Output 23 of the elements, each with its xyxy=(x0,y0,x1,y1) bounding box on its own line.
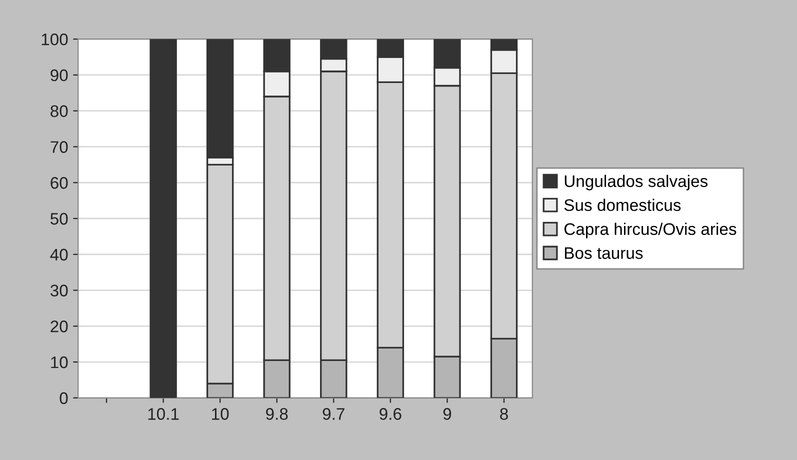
y-tick-label: 30 xyxy=(50,284,68,296)
y-tick-label: 0 xyxy=(60,392,68,404)
x-tick-label: 10 xyxy=(212,408,229,420)
y-tick-label: 40 xyxy=(50,248,68,261)
legend-label: Sus domesticus xyxy=(564,198,681,212)
x-tick-label: 9 xyxy=(443,408,452,420)
x-tick-label: 10.1 xyxy=(148,408,179,420)
x-tick-label: 9.6 xyxy=(380,408,402,420)
y-tick-label: 70 xyxy=(50,141,68,153)
y-tick-label: 10 xyxy=(51,356,68,368)
legend-label: Ungulados salvajes xyxy=(564,174,708,190)
y-tick-label: 50 xyxy=(50,212,68,225)
y-tick-label: 80 xyxy=(50,105,68,118)
legend-label: Bos taurus xyxy=(564,247,643,259)
y-tick-label: 90 xyxy=(50,69,68,82)
x-tick-label: 9.7 xyxy=(322,408,344,420)
y-tick-label: 60 xyxy=(50,177,68,189)
y-tick-label: 20 xyxy=(50,320,68,332)
y-tick-label: 100 xyxy=(42,34,68,46)
x-tick-label: 9.8 xyxy=(266,408,288,420)
legend-label: Capra hircus/Ovis aries xyxy=(564,222,736,238)
bar xyxy=(150,39,177,398)
x-tick-label: 8 xyxy=(500,408,508,420)
